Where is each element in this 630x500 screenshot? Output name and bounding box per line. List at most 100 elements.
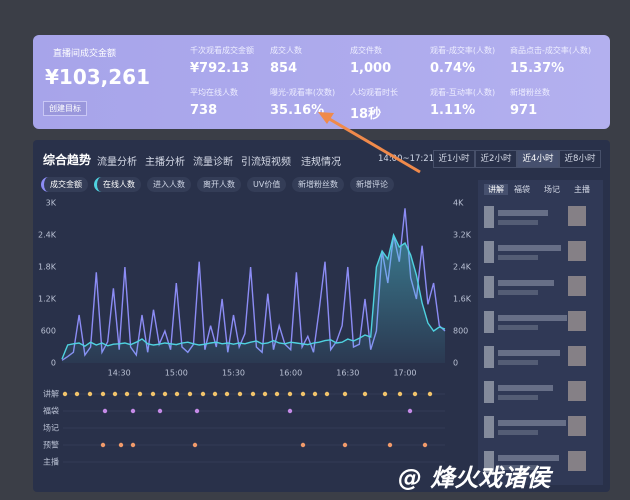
event-dot	[87, 391, 93, 397]
list-thumb	[484, 346, 494, 368]
event-row-label: 福袋	[43, 406, 59, 416]
metric-chip[interactable]: 新增粉丝数	[292, 177, 344, 192]
metric-value: 0.74%	[430, 61, 476, 76]
list-icon	[568, 416, 586, 436]
summary-title: 直播间成交金额	[53, 49, 117, 59]
side-tab[interactable]: 场记	[544, 185, 560, 194]
tab[interactable]: 引流短视频	[241, 157, 291, 168]
event-dot	[100, 391, 106, 397]
event-dot	[274, 391, 280, 397]
arrow-head	[318, 112, 334, 124]
event-dot	[192, 442, 198, 448]
y2-tick-label: 0	[453, 359, 458, 368]
event-dot	[112, 391, 118, 397]
summary-card: 直播间成交金额 ¥103,261 创建目标 千次观看成交金额 ¥792.13 成交人…	[33, 35, 610, 129]
list-text	[498, 220, 538, 225]
side-tab[interactable]: 主播	[574, 185, 590, 194]
list-thumb	[484, 206, 494, 228]
y-tick-label: 1.2K	[38, 295, 57, 304]
event-dot	[324, 391, 330, 397]
event-dot	[300, 391, 306, 397]
x-tick-label: 15:30	[222, 369, 245, 378]
event-row-label: 场记	[43, 424, 59, 433]
y-tick-label: 0	[51, 359, 56, 368]
list-thumb	[484, 381, 494, 403]
event-dot	[137, 391, 143, 397]
side-panel: 讲解 福袋 场记 主播	[478, 180, 603, 485]
list-text	[498, 315, 567, 321]
list-icon	[568, 381, 586, 401]
event-dot	[157, 408, 163, 414]
list-text	[498, 350, 560, 356]
event-dot	[387, 442, 393, 448]
list-text	[498, 325, 538, 330]
y2-tick-label: 1.6K	[453, 295, 472, 304]
metric-value: 35.16%	[270, 103, 325, 118]
metric-chip[interactable]: 成交金额	[41, 177, 88, 192]
event-dot	[118, 442, 124, 448]
x-tick-label: 16:00	[279, 369, 302, 378]
event-dot	[200, 391, 206, 397]
trend-panel: 综合趋势 流量分析 主播分析 流量诊断 引流短视频 违规情况 14:00~17:21 近1…	[33, 140, 610, 492]
metric-value: ¥792.13	[190, 61, 250, 76]
metric-label: 成交件数	[350, 46, 382, 55]
event-dot	[342, 442, 348, 448]
list-thumb	[484, 416, 494, 438]
list-text	[498, 395, 538, 400]
metric-value: 854	[270, 61, 298, 76]
tab[interactable]: 违规情况	[301, 157, 341, 168]
side-tab[interactable]: 福袋	[514, 185, 530, 194]
metric-value: 738	[190, 103, 218, 118]
tab[interactable]: 流量分析	[97, 157, 137, 168]
tab[interactable]: 主播分析	[145, 157, 185, 168]
list-text	[498, 280, 554, 286]
list-thumb	[484, 276, 494, 298]
list-text	[498, 420, 566, 426]
event-row-label: 讲解	[43, 389, 59, 399]
range-button[interactable]: 近1小时	[433, 150, 475, 168]
metric-chip[interactable]: UV价值	[247, 177, 287, 192]
range-button[interactable]: 近2小时	[475, 150, 517, 168]
event-dot	[382, 391, 388, 397]
range-button[interactable]: 近8小时	[559, 150, 601, 168]
list-text	[498, 360, 538, 365]
tab[interactable]: 综合趋势	[43, 153, 92, 167]
metric-label: 平均在线人数	[190, 88, 238, 97]
list-thumb	[484, 451, 494, 473]
metric-chip[interactable]: 在线人数	[94, 177, 141, 192]
side-tab[interactable]: 讲解	[484, 184, 508, 195]
metric-label: 千次观看成交金额	[190, 46, 254, 55]
event-dot	[412, 391, 418, 397]
metric-chip[interactable]: 新增评论	[350, 177, 394, 192]
x-tick-label: 15:00	[165, 369, 188, 378]
metric-label: 成交人数	[270, 46, 302, 55]
y-tick-label: 600	[41, 327, 56, 336]
create-target-button[interactable]: 创建目标	[43, 101, 87, 116]
metric-chip[interactable]: 离开人数	[197, 177, 241, 192]
time-range: 14:00~17:21	[378, 154, 435, 164]
x-tick-label: 17:00	[393, 369, 416, 378]
list-icon	[568, 276, 586, 296]
event-dot	[262, 391, 268, 397]
y2-tick-label: 2.4K	[453, 263, 472, 272]
x-tick-label: 16:30	[336, 369, 359, 378]
list-text	[498, 455, 559, 461]
arrow-line	[325, 115, 421, 174]
event-dot	[130, 442, 136, 448]
event-dot	[212, 391, 218, 397]
metric-value: 1.11%	[430, 103, 476, 118]
event-dot	[250, 391, 256, 397]
event-dot	[300, 442, 306, 448]
y-tick-label: 2.4K	[38, 231, 57, 240]
event-dot	[130, 408, 136, 414]
event-dot	[194, 408, 200, 414]
range-button[interactable]: 近4小时	[517, 150, 559, 168]
list-text	[498, 255, 538, 260]
list-thumb	[484, 241, 494, 263]
tab[interactable]: 流量诊断	[193, 157, 233, 168]
metric-label: 商品点击-成交率(人数)	[510, 46, 592, 55]
list-icon	[568, 451, 586, 471]
event-dot	[74, 391, 80, 397]
metric-chip[interactable]: 进入人数	[147, 177, 191, 192]
